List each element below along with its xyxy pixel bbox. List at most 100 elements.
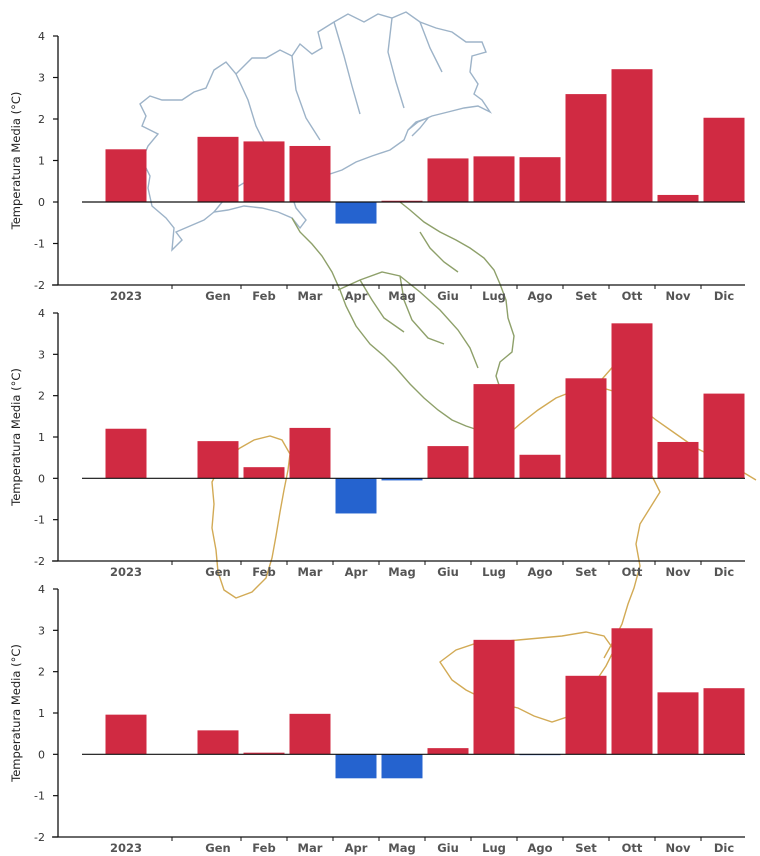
x-tick-label-feb: Feb <box>252 841 275 855</box>
x-tick-label-ott: Ott <box>622 841 643 855</box>
bar-ott <box>611 628 653 755</box>
x-tick-label-apr: Apr <box>345 565 368 579</box>
chart-panel-3: -2 -1 0 1 2 3 4 2023 Gen Feb Mar Apr Mag Giu Lug Ago Set… <box>9 583 745 855</box>
bar-nov <box>657 194 699 202</box>
y-tick-label: -1 <box>34 238 45 251</box>
x-tick-label-mag: Mag <box>388 841 415 855</box>
y-tick-label: 1 <box>38 155 45 168</box>
x-tick-label-nov: Nov <box>665 289 691 303</box>
bar-dic <box>703 393 745 479</box>
venice-lagoon <box>407 116 431 137</box>
bar-lug <box>473 156 515 202</box>
bar-ott <box>611 69 653 202</box>
y-tick-label: 4 <box>38 583 45 596</box>
bar-mag <box>381 200 423 202</box>
y-tick-label: 0 <box>38 472 45 485</box>
y-axis-title: Temperatura Media (°C) <box>9 644 23 783</box>
bar-mar <box>289 713 331 755</box>
y-tick-label: -2 <box>34 279 45 292</box>
bar-set <box>565 94 607 202</box>
y-tick-label: 1 <box>38 707 45 720</box>
x-tick-label-gen: Gen <box>205 565 230 579</box>
x-tick-label-nov: Nov <box>665 565 691 579</box>
bar-nov <box>657 441 699 479</box>
bar-giu <box>427 748 469 755</box>
y-tick-label: -1 <box>34 790 45 803</box>
x-tick-label-ago: Ago <box>527 841 552 855</box>
y-tick-label: 3 <box>38 348 45 361</box>
north-region-borders <box>213 17 443 213</box>
bar-set <box>565 378 607 479</box>
x-tick-label-set: Set <box>575 565 597 579</box>
chart-panel-1: -2 -1 0 1 2 3 4 2023 Gen Feb Mar Apr Mag Giu Lug Ago Set… <box>9 30 745 303</box>
x-tick-label-gen: Gen <box>205 841 230 855</box>
x-tick-label-giu: Giu <box>437 841 459 855</box>
bar-apr <box>335 478 377 514</box>
bar-mag <box>381 754 423 779</box>
chart-panel-2: -2 -1 0 1 2 3 4 2023 Gen Feb Mar Apr Mag Giu Lug Ago Set… <box>9 307 745 579</box>
bar-2023 <box>105 149 147 202</box>
y-tick-label: 0 <box>38 196 45 209</box>
bar-mar <box>289 427 331 479</box>
x-tick-label-mar: Mar <box>298 565 323 579</box>
bar-2023 <box>105 714 147 755</box>
y-tick-label: 0 <box>38 748 45 761</box>
y-tick-label: 4 <box>38 307 45 320</box>
bar-mar <box>289 145 331 202</box>
y-tick-label: -2 <box>34 555 45 568</box>
x-tick-label-mag: Mag <box>388 565 415 579</box>
x-tick-label-dic: Dic <box>714 289 734 303</box>
x-tick-label-ott: Ott <box>622 565 643 579</box>
italy-map-background <box>139 11 757 723</box>
x-tick-label-2023: 2023 <box>110 565 142 579</box>
y-axis-title: Temperatura Media (°C) <box>9 92 23 231</box>
sardinia-outline <box>211 435 291 599</box>
bar-apr <box>335 754 377 779</box>
x-tick-label-gen: Gen <box>205 289 230 303</box>
y-tick-label: 2 <box>38 666 45 679</box>
bar-feb <box>243 141 285 202</box>
bar-lug <box>473 384 515 479</box>
y-tick-label: 1 <box>38 431 45 444</box>
bar-lug <box>473 639 515 755</box>
x-tick-label-ott: Ott <box>622 289 643 303</box>
x-tick-label-lug: Lug <box>482 841 506 855</box>
bar-giu <box>427 446 469 479</box>
x-tick-label-lug: Lug <box>482 565 506 579</box>
bar-apr <box>335 202 377 224</box>
y-tick-label: 3 <box>38 72 45 85</box>
bar-ago <box>519 157 561 202</box>
x-tick-label-lug: Lug <box>482 289 506 303</box>
bar-2023 <box>105 428 147 479</box>
x-tick-label-nov: Nov <box>665 841 691 855</box>
center-region-borders <box>337 231 479 369</box>
bar-gen <box>197 730 239 755</box>
x-tick-label-giu: Giu <box>437 289 459 303</box>
x-tick-label-mag: Mag <box>388 289 415 303</box>
y-tick-label: 2 <box>38 390 45 403</box>
bar-giu <box>427 158 469 202</box>
x-tick-label-mar: Mar <box>298 289 323 303</box>
x-tick-label-mar: Mar <box>298 841 323 855</box>
y-tick-label: -2 <box>34 831 45 844</box>
y-tick-label: -1 <box>34 514 45 527</box>
x-tick-label-set: Set <box>575 289 597 303</box>
bar-ago <box>519 454 561 479</box>
y-tick-label: 2 <box>38 113 45 126</box>
bar-ott <box>611 323 653 479</box>
bar-mag <box>381 478 423 481</box>
bar-feb <box>243 752 285 755</box>
x-tick-label-feb: Feb <box>252 289 275 303</box>
x-tick-label-apr: Apr <box>345 841 368 855</box>
y-tick-label: 3 <box>38 624 45 637</box>
bar-gen <box>197 441 239 479</box>
y-tick-label: 4 <box>38 30 45 43</box>
x-tick-label-dic: Dic <box>714 565 734 579</box>
bar-set <box>565 675 607 755</box>
x-tick-label-set: Set <box>575 841 597 855</box>
x-tick-label-ago: Ago <box>527 289 552 303</box>
bar-feb <box>243 467 285 479</box>
y-axis-title: Temperatura Media (°C) <box>9 368 23 507</box>
x-tick-label-2023: 2023 <box>110 289 142 303</box>
bar-dic <box>703 688 745 755</box>
